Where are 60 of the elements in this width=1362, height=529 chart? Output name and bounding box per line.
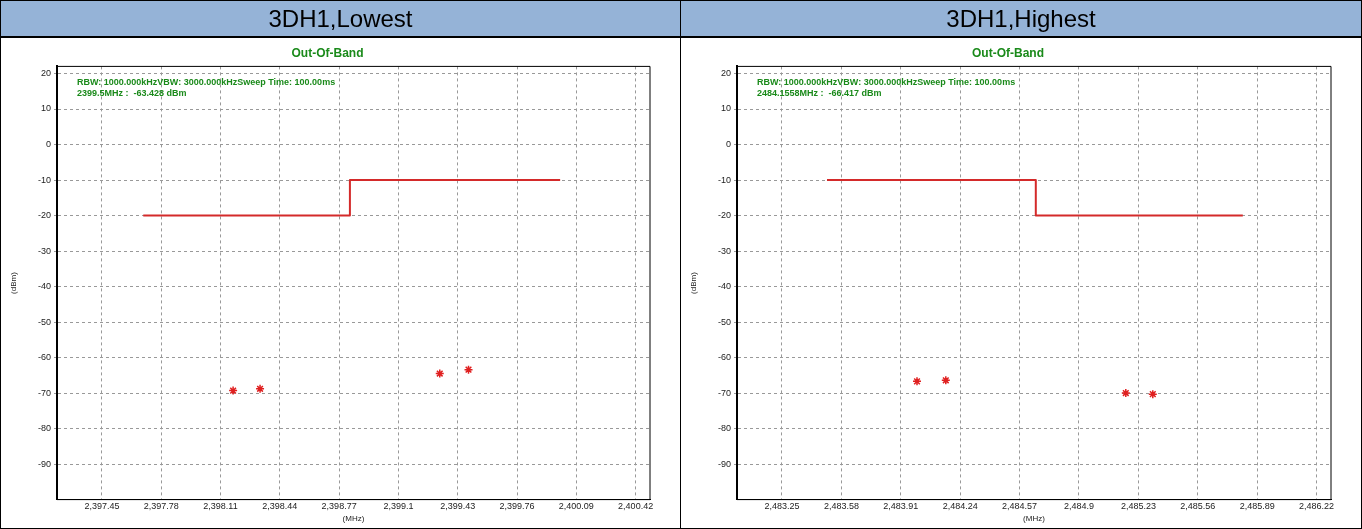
- x-tick-label: 2,483.25: [764, 501, 800, 512]
- y-tick-label: -50: [37, 316, 51, 327]
- x-tick-label: 2,398.44: [262, 501, 298, 512]
- x-axis-title: (MHz): [1023, 514, 1046, 524]
- x-tick-label: 2,485.23: [1120, 501, 1156, 512]
- annotation: 2484.1558MHz : -66.417 dBm: [757, 88, 882, 99]
- y-tick-label: 10: [40, 103, 51, 114]
- y-tick-label: -90: [717, 458, 731, 469]
- y-tick-label: -60: [717, 352, 731, 363]
- x-tick-label: 2,484.57: [1002, 501, 1038, 512]
- y-tick-label: -80: [37, 423, 51, 434]
- y-tick-label: -50: [717, 316, 731, 327]
- y-tick-label: -40: [717, 281, 731, 292]
- y-tick-label: -40: [37, 281, 51, 292]
- y-axis-title: (dBm): [9, 271, 18, 294]
- x-tick-label: 2,400.42: [618, 501, 654, 512]
- point: [228, 385, 238, 396]
- point: [435, 368, 445, 379]
- x-tick-label: 2,485.89: [1239, 501, 1275, 512]
- annotation: RBW: 1000.000kHzVBW: 3000.000kHzSweep Time: 100.00ms: [77, 77, 336, 88]
- y-tick-label: -10: [717, 174, 731, 185]
- y-tick-label: 20: [40, 67, 51, 78]
- chart-subtitle: Out-Of-Band: [972, 45, 1044, 60]
- y-tick-label: -30: [717, 245, 731, 256]
- y-tick-label: -70: [37, 387, 51, 398]
- x-tick-label: 2,399.43: [440, 501, 476, 512]
- y-tick-label: 0: [725, 139, 731, 149]
- x-tick-label: 2,400.09: [558, 501, 594, 512]
- y-tick-label: 20: [720, 67, 731, 78]
- x-axis-title: (MHz): [342, 514, 365, 524]
- y-tick-label: -70: [717, 387, 731, 398]
- x-tick-label: 2,399.1: [383, 501, 414, 512]
- y-tick-label: -80: [717, 423, 731, 434]
- x-tick-label: 2,398.11: [203, 501, 238, 512]
- annotation: RBW: 1000.000kHzVBW: 3000.000kHzSweep Time: 100.00ms: [757, 77, 1016, 88]
- annotation: 2399.5MHz : -63.428 dBm: [77, 88, 187, 99]
- y-tick-label: 10: [720, 103, 731, 114]
- y-tick-label: -60: [37, 352, 51, 363]
- x-tick-label: 2,485.56: [1180, 501, 1216, 512]
- y-tick-label: -20: [717, 210, 731, 221]
- chart-title: 3DH1,Lowest: [1, 1, 680, 38]
- point: [463, 364, 474, 375]
- x-tick-label: 2,399.76: [499, 501, 535, 512]
- x-tick-label: 2,397.78: [143, 501, 179, 512]
- y-axis-title: (dBm): [689, 271, 698, 294]
- x-tick-label: 2,398.77: [321, 501, 357, 512]
- y-tick-label: -90: [37, 458, 51, 469]
- chart-subtitle: Out-Of-Band: [291, 45, 364, 60]
- x-tick-label: 2,397.45: [84, 501, 120, 512]
- x-tick-label: 2,484.24: [942, 501, 978, 512]
- x-tick-label: 2,483.58: [823, 501, 859, 512]
- x-tick-label: 2,486.22: [1299, 501, 1335, 512]
- x-tick-label: 2,483.91: [883, 501, 919, 512]
- y-tick-label: -30: [37, 245, 51, 256]
- y-tick-label: 0: [45, 139, 51, 149]
- y-tick-label: -20: [37, 210, 51, 221]
- point: [255, 384, 265, 394]
- y-tick-label: -10: [37, 174, 51, 185]
- x-tick-label: 2,484.9: [1063, 501, 1095, 512]
- chart-title: 3DH1,Highest: [681, 1, 1361, 38]
